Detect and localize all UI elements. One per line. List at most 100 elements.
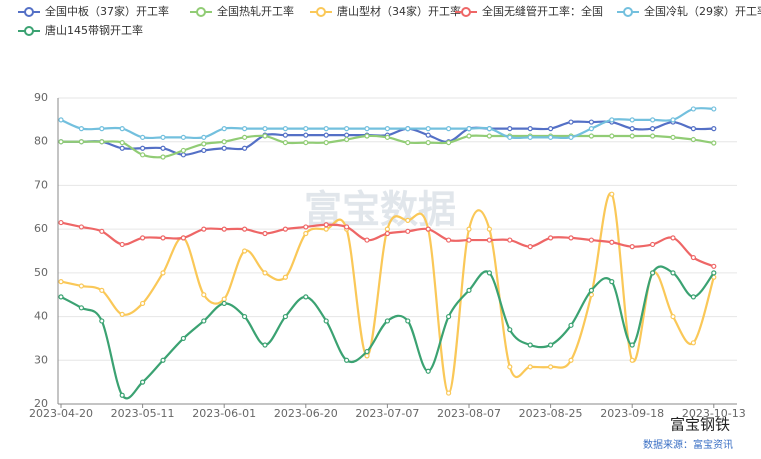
point: [425, 226, 431, 232]
point: [588, 237, 595, 243]
point: [425, 126, 431, 132]
point: [242, 126, 248, 132]
point: [221, 145, 227, 151]
point: [649, 117, 656, 123]
legend-item: 全国中板（37家）开工率: [18, 4, 169, 18]
point: [78, 224, 85, 230]
point: [242, 248, 248, 254]
x-tick-label: 2023-10-13: [682, 407, 746, 420]
point: [119, 311, 125, 317]
point: [568, 322, 574, 328]
point: [221, 300, 227, 307]
x-tick-label: 2023-08-25: [519, 407, 583, 420]
point: [690, 294, 697, 300]
point: [221, 139, 227, 145]
point: [466, 237, 472, 243]
point: [201, 226, 207, 232]
point: [242, 134, 248, 140]
point: [547, 134, 554, 140]
point: [119, 126, 125, 132]
point: [160, 235, 166, 241]
legend-label: 全国中板（37家）开工率: [45, 4, 169, 18]
point: [629, 117, 635, 123]
legend-label: 全国无缝管开工率：全国: [482, 4, 603, 18]
point: [425, 132, 431, 138]
point: [180, 335, 186, 342]
point: [446, 313, 452, 320]
point: [58, 219, 64, 226]
point: [649, 270, 656, 276]
point: [629, 133, 635, 139]
point: [323, 222, 329, 228]
point: [140, 145, 146, 151]
point: [344, 132, 350, 138]
point: [568, 235, 574, 241]
point: [282, 139, 288, 146]
point: [649, 133, 656, 139]
point: [547, 364, 554, 370]
point: [180, 147, 186, 154]
point: [99, 318, 105, 324]
point: [78, 283, 85, 289]
point: [78, 305, 85, 311]
point: [670, 117, 676, 123]
point: [364, 348, 370, 355]
point: [323, 226, 329, 232]
legend-item: 全国冷轧（29家）开工率: [617, 4, 761, 18]
point: [303, 224, 309, 230]
point: [711, 126, 717, 132]
point: [262, 270, 268, 276]
point: [180, 152, 186, 158]
point: [323, 318, 329, 324]
point: [670, 134, 676, 140]
legend-item: 全国热轧开工率: [190, 4, 294, 18]
point: [364, 133, 370, 139]
point: [262, 230, 268, 237]
point: [160, 134, 166, 140]
x-tick-label: 2023-07-07: [355, 407, 419, 420]
point: [323, 139, 329, 146]
point: [323, 132, 329, 138]
point: [507, 134, 513, 140]
point: [242, 313, 248, 320]
point: [629, 342, 635, 348]
point: [364, 126, 370, 132]
series-line: [60, 265, 715, 400]
point: [221, 226, 227, 232]
point: [527, 364, 533, 370]
point: [344, 357, 350, 363]
point: [78, 139, 85, 145]
source: 数据来源：富宝资讯: [643, 438, 733, 451]
point: [180, 134, 186, 140]
point: [609, 191, 615, 197]
point: [486, 133, 492, 139]
point: [629, 357, 635, 363]
point: [609, 133, 615, 139]
x-tick-label: 2023-06-01: [192, 407, 256, 420]
point: [303, 294, 309, 300]
point: [140, 379, 146, 385]
point: [711, 140, 717, 146]
x-tick-label: 2023-08-07: [437, 407, 501, 420]
point: [446, 139, 452, 146]
point: [303, 132, 309, 138]
y-tick-label: 60: [34, 222, 48, 235]
point: [466, 133, 472, 139]
point: [670, 313, 676, 320]
point: [201, 141, 207, 147]
point: [99, 287, 105, 293]
point: [282, 126, 288, 132]
point: [690, 136, 697, 143]
x-tick-label: 2023-09-18: [600, 407, 664, 420]
point: [527, 134, 533, 140]
point: [486, 226, 492, 232]
point: [425, 368, 431, 374]
point: [405, 228, 411, 234]
point: [58, 139, 64, 145]
point: [486, 270, 492, 276]
x-tick-label: 2023-04-20: [29, 407, 93, 420]
legend-marker: [24, 7, 34, 17]
point: [119, 241, 125, 248]
point: [609, 117, 615, 123]
point: [119, 392, 125, 398]
